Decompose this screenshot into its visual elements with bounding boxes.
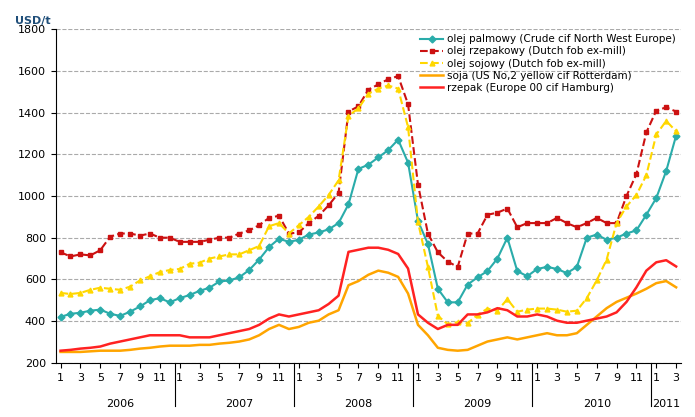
olej palmowy (Crude cif North West Europe) [56, 314, 65, 319]
olej sojowy (Dutch fob ex-mill) [245, 248, 254, 253]
olej sojowy (Dutch fob ex-mill) [364, 91, 373, 96]
soja (US No,2 yellow cif Rotterdam) [364, 272, 373, 277]
olej rzepakowy (Dutch fob ex-mill) [672, 109, 680, 114]
soja (US No,2 yellow cif Rotterdam) [344, 283, 352, 288]
olej sojowy (Dutch fob ex-mill) [225, 252, 234, 257]
soja (US No,2 yellow cif Rotterdam) [493, 337, 502, 342]
Line: rzepak (Europe 00 cif Hamburg): rzepak (Europe 00 cif Hamburg) [60, 248, 676, 351]
Text: 2009: 2009 [464, 399, 491, 409]
olej rzepakowy (Dutch fob ex-mill) [394, 73, 402, 78]
olej sojowy (Dutch fob ex-mill) [672, 129, 680, 134]
olej palmowy (Crude cif North West Europe) [225, 278, 234, 283]
Legend: olej palmowy (Crude cif North West Europe), olej rzepakowy (Dutch fob ex-mill), : olej palmowy (Crude cif North West Europ… [420, 34, 676, 93]
Line: olej sojowy (Dutch fob ex-mill): olej sojowy (Dutch fob ex-mill) [58, 83, 678, 327]
olej rzepakowy (Dutch fob ex-mill) [344, 109, 352, 114]
Text: 2007: 2007 [225, 399, 254, 409]
olej rzepakowy (Dutch fob ex-mill) [454, 264, 462, 269]
rzepak (Europe 00 cif Hamburg) [56, 348, 65, 353]
olej rzepakowy (Dutch fob ex-mill) [364, 87, 373, 92]
Text: USD/t: USD/t [15, 16, 51, 26]
olej sojowy (Dutch fob ex-mill) [384, 83, 393, 88]
olej rzepakowy (Dutch fob ex-mill) [56, 250, 65, 255]
olej sojowy (Dutch fob ex-mill) [56, 290, 65, 295]
rzepak (Europe 00 cif Hamburg) [364, 245, 373, 250]
Text: 2011: 2011 [652, 399, 680, 409]
olej palmowy (Crude cif North West Europe) [364, 162, 373, 167]
rzepak (Europe 00 cif Hamburg) [493, 306, 502, 311]
rzepak (Europe 00 cif Hamburg) [344, 249, 352, 254]
olej palmowy (Crude cif North West Europe) [662, 168, 671, 173]
olej sojowy (Dutch fob ex-mill) [662, 118, 671, 123]
Line: olej palmowy (Crude cif North West Europe): olej palmowy (Crude cif North West Europ… [58, 133, 678, 319]
olej palmowy (Crude cif North West Europe) [344, 202, 352, 207]
Line: olej rzepakowy (Dutch fob ex-mill): olej rzepakowy (Dutch fob ex-mill) [58, 74, 678, 269]
olej palmowy (Crude cif North West Europe) [245, 268, 254, 273]
rzepak (Europe 00 cif Hamburg) [672, 264, 680, 269]
rzepak (Europe 00 cif Hamburg) [374, 245, 382, 250]
olej palmowy (Crude cif North West Europe) [483, 269, 491, 274]
rzepak (Europe 00 cif Hamburg) [662, 258, 671, 263]
rzepak (Europe 00 cif Hamburg) [225, 331, 234, 336]
soja (US No,2 yellow cif Rotterdam) [225, 340, 234, 345]
Text: 2008: 2008 [344, 399, 373, 409]
soja (US No,2 yellow cif Rotterdam) [374, 268, 382, 273]
soja (US No,2 yellow cif Rotterdam) [672, 285, 680, 290]
soja (US No,2 yellow cif Rotterdam) [245, 337, 254, 342]
olej palmowy (Crude cif North West Europe) [672, 133, 680, 138]
soja (US No,2 yellow cif Rotterdam) [56, 349, 65, 354]
olej rzepakowy (Dutch fob ex-mill) [662, 105, 671, 110]
rzepak (Europe 00 cif Hamburg) [245, 327, 254, 332]
Text: 2010: 2010 [582, 399, 611, 409]
olej sojowy (Dutch fob ex-mill) [443, 322, 452, 327]
olej rzepakowy (Dutch fob ex-mill) [503, 206, 512, 211]
Text: 2006: 2006 [106, 399, 134, 409]
Line: soja (US No,2 yellow cif Rotterdam): soja (US No,2 yellow cif Rotterdam) [60, 271, 676, 352]
olej rzepakowy (Dutch fob ex-mill) [245, 228, 254, 233]
olej rzepakowy (Dutch fob ex-mill) [225, 235, 234, 240]
soja (US No,2 yellow cif Rotterdam) [662, 279, 671, 284]
olej sojowy (Dutch fob ex-mill) [503, 297, 512, 302]
olej sojowy (Dutch fob ex-mill) [344, 113, 352, 118]
